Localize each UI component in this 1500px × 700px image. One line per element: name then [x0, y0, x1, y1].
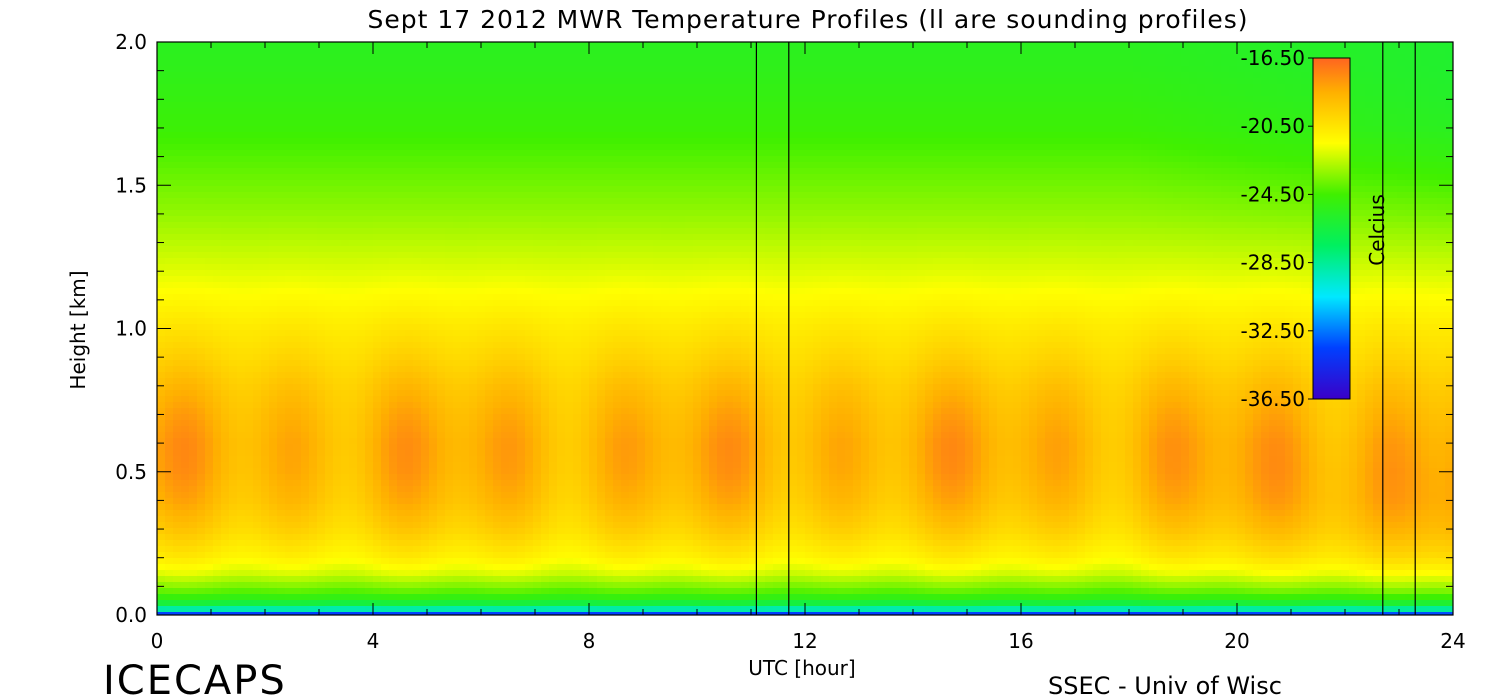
chart-title: Sept 17 2012 MWR Temperature Profiles (l… [367, 5, 1248, 34]
y-axis: 0.0 0.5 1.0 1.5 2.0 [115, 30, 1453, 627]
colorbar-tick-label: -16.50 [1241, 46, 1305, 70]
colorbar-tick-label: -32.50 [1241, 319, 1305, 343]
x-tick-label: 0 [151, 629, 164, 653]
colorbar-ticks: -16.50 -20.50 -24.50 -28.50 -32.50 -36.50 [1241, 46, 1313, 411]
y-tick-label: 0.0 [115, 603, 147, 627]
colorbar-gradient [1312, 57, 1351, 400]
colorbar-tick-label: -20.50 [1241, 114, 1305, 138]
y-tick-label: 1.0 [115, 317, 147, 341]
x-tick-label: 16 [1008, 629, 1033, 653]
x-tick-label: 24 [1440, 629, 1465, 653]
x-axis: 0 4 8 12 16 20 24 [151, 42, 1466, 653]
colorbar-label: Celcius [1365, 194, 1389, 265]
y-axis-label: Height [km] [66, 270, 90, 389]
heatmap-field [157, 42, 1453, 615]
colorbar: -16.50 -20.50 -24.50 -28.50 -32.50 -36.50 Cel… [1241, 46, 1389, 411]
colorbar-tick-label: -28.50 [1241, 251, 1305, 275]
x-axis-label: UTC [hour] [748, 656, 855, 680]
icecaps-logo: ICECAPS [103, 658, 287, 700]
x-tick-label: 20 [1224, 629, 1249, 653]
x-tick-label: 12 [792, 629, 817, 653]
x-tick-label: 8 [583, 629, 596, 653]
colorbar-tick-label: -36.50 [1241, 387, 1305, 411]
y-tick-label: 0.5 [115, 460, 147, 484]
y-tick-label: 2.0 [115, 30, 147, 54]
ssec-credit: SSEC - Univ of Wisc [1048, 672, 1282, 700]
colorbar-tick-label: -24.50 [1241, 182, 1305, 206]
sounding-profile-lines [755, 42, 1416, 615]
y-tick-label: 1.5 [115, 173, 147, 197]
x-tick-label: 4 [367, 629, 380, 653]
